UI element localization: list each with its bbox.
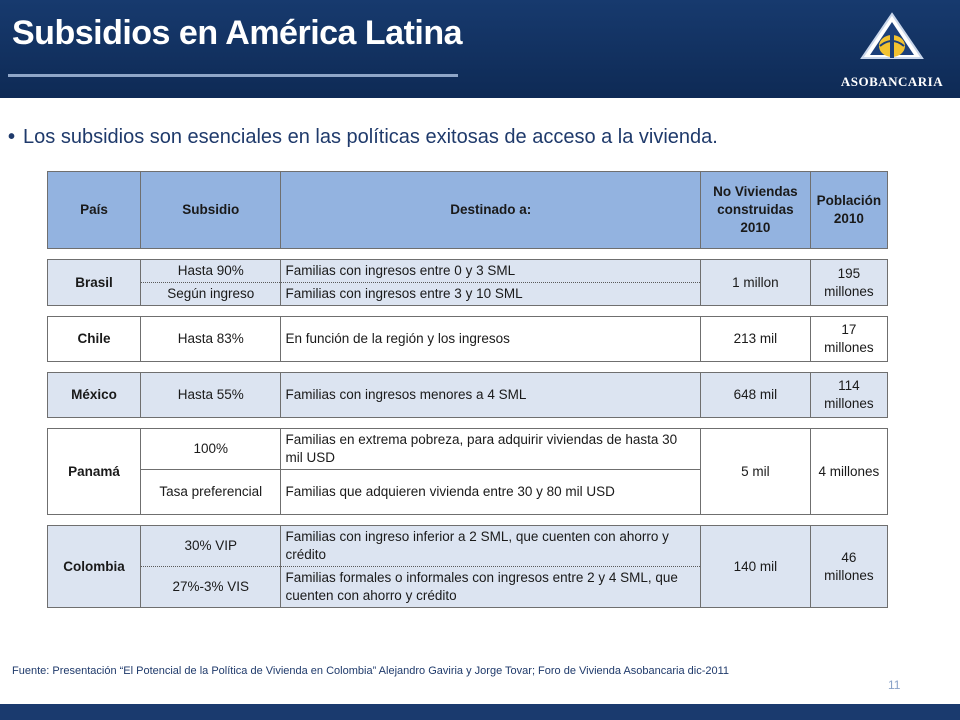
logo-emblem-icon <box>860 12 924 59</box>
title-underline <box>8 74 458 77</box>
cell-viviendas: 648 mil <box>699 372 811 418</box>
cell-poblacion: 114 millones <box>809 372 889 418</box>
cell-pais: Brasil <box>47 259 141 306</box>
cell-destinado: Familias que adquieren vivienda entre 30… <box>280 469 701 515</box>
source-note: Fuente: Presentación “El Potencial de la… <box>12 665 730 677</box>
header-poblacion: Población 2010 <box>809 171 889 249</box>
header-subsidio: Subsidio <box>139 171 282 249</box>
cell-poblacion: 46 millones <box>809 525 889 608</box>
cell-subsidio: 100% <box>139 428 282 470</box>
table-row: 27%-3% VIS Familias formales o informale… <box>48 566 888 608</box>
cell-viviendas: 5 mil <box>699 428 811 515</box>
cell-viviendas: 140 mil <box>699 525 811 608</box>
cell-destinado: Familias formales o informales con ingre… <box>280 566 701 608</box>
bullet-point: • Los subsidios son esenciales en las pol… <box>8 126 718 149</box>
table-row: Colombia 30% VIP Familias con ingreso in… <box>47 525 889 608</box>
table-row: Brasil Hasta 90% Familias con ingresos e… <box>47 259 889 306</box>
asobancaria-logo: ASOBANCARIA <box>830 8 954 94</box>
table-row: México Hasta 55% Familias con ingresos m… <box>47 372 889 418</box>
table-row: Chile Hasta 83% En función de la región … <box>47 316 889 362</box>
cell-pais: México <box>47 372 141 418</box>
table-header-row: País Subsidio Destinado a: No Viviendas … <box>47 171 889 249</box>
footer-bar <box>0 704 960 720</box>
cell-subsidio: 27%-3% VIS <box>139 566 282 608</box>
cell-viviendas: 1 millon <box>699 259 811 306</box>
cell-destinado: Familias con ingresos entre 3 y 10 SML <box>280 282 701 306</box>
cell-poblacion: 17 millones <box>809 316 889 362</box>
cell-subsidio: 30% VIP <box>139 525 282 567</box>
cell-pais: Chile <box>47 316 141 362</box>
header-destinado: Destinado a: <box>280 171 701 249</box>
table-row: Tasa preferencial Familias que adquieren… <box>48 469 888 515</box>
cell-pais: Panamá <box>47 428 141 515</box>
cell-destinado: Familias con ingreso inferior a 2 SML, q… <box>280 525 701 567</box>
bullet-text: Los subsidios son esenciales en las polí… <box>23 126 718 148</box>
cell-subsidio: Hasta 55% <box>139 372 282 418</box>
cell-poblacion: 4 millones <box>809 428 889 515</box>
cell-subsidio: Hasta 83% <box>139 316 282 362</box>
slide-title: Subsidios en América Latina <box>12 14 463 52</box>
cell-pais: Colombia <box>47 525 141 608</box>
cell-destinado: Familias con ingresos entre 0 y 3 SML <box>280 259 701 283</box>
header-viviendas: No Viviendas construidas 2010 <box>699 171 811 249</box>
subsidies-table: País Subsidio Destinado a: No Viviendas … <box>47 171 889 608</box>
cell-poblacion: 195 millones <box>809 259 889 306</box>
logo-text: ASOBANCARIA <box>840 74 944 89</box>
cell-subsidio: Hasta 90% <box>139 259 282 283</box>
page-number: 11 <box>888 678 901 692</box>
cell-destinado: En función de la región y los ingresos <box>280 316 701 362</box>
bullet-dot: • <box>8 126 16 148</box>
header-pais: País <box>47 171 141 249</box>
table-row: Panamá 100% Familias en extrema pobreza,… <box>47 428 889 515</box>
cell-viviendas: 213 mil <box>699 316 811 362</box>
slide-header: Subsidios en América Latina ASOBANCARIA <box>0 0 960 98</box>
cell-destinado: Familias con ingresos menores a 4 SML <box>280 372 701 418</box>
cell-subsidio: Según ingreso <box>139 282 282 306</box>
cell-destinado: Familias en extrema pobreza, para adquir… <box>280 428 701 470</box>
cell-subsidio: Tasa preferencial <box>139 469 282 515</box>
table-row: Según ingreso Familias con ingresos entr… <box>48 282 888 306</box>
